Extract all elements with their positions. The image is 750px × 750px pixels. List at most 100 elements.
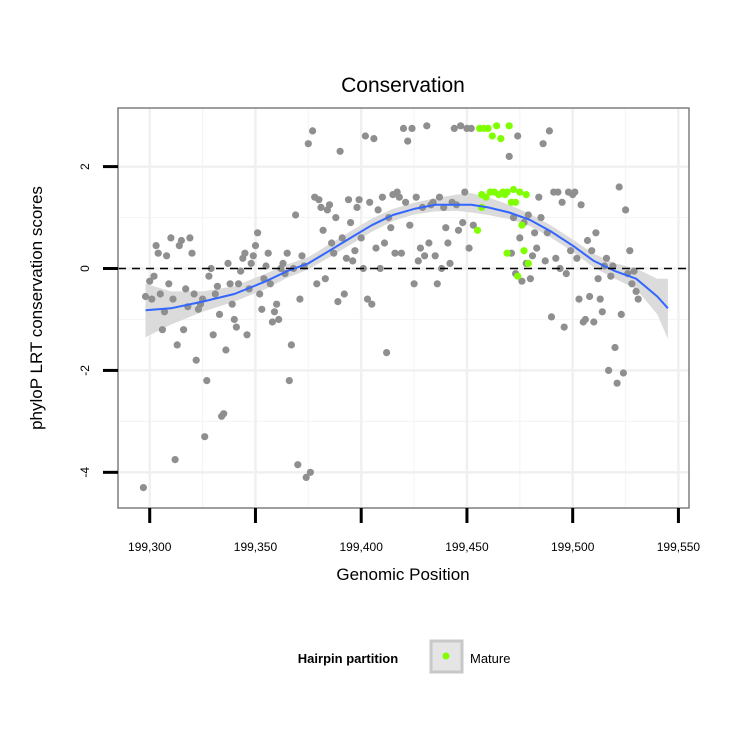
point-s0-54 [256, 290, 264, 298]
point-s0-168 [531, 229, 539, 237]
point-s0-149 [457, 122, 465, 130]
legend-label-mature: Mature [470, 651, 510, 666]
point-s1-25 [503, 249, 511, 257]
legend-title: Hairpin partition [298, 651, 398, 666]
point-s0-71 [292, 211, 300, 219]
y-tick-label-0: -4 [78, 467, 92, 478]
point-s0-182 [560, 323, 568, 331]
x-tick-label-0: 199,300 [128, 540, 172, 554]
point-s0-202 [602, 254, 611, 262]
point-s0-24 [192, 356, 200, 364]
point-s0-50 [247, 259, 255, 267]
smooth-line [145, 203, 669, 312]
point-s0-53 [254, 229, 262, 237]
gridlines [118, 108, 689, 508]
point-s0-21 [186, 234, 194, 242]
point-s0-113 [380, 239, 389, 247]
point-s0-48 [243, 331, 251, 339]
point-s0-81 [313, 280, 321, 288]
point-s1-23 [522, 191, 530, 199]
point-s0-11 [165, 280, 173, 288]
point-s0-143 [444, 239, 452, 247]
point-s0-72 [294, 461, 302, 469]
point-s0-82 [315, 196, 323, 204]
point-s0-196 [590, 318, 598, 326]
point-s0-197 [592, 229, 600, 237]
point-s0-3 [148, 295, 156, 303]
point-s0-142 [442, 224, 450, 232]
point-s0-133 [423, 122, 431, 130]
point-s0-63 [275, 315, 283, 324]
point-s0-166 [526, 275, 535, 283]
point-s0-33 [211, 290, 219, 298]
point-s0-116 [387, 224, 395, 232]
chart-title: Conservation [341, 74, 465, 97]
point-s0-47 [241, 249, 249, 257]
point-s0-41 [228, 300, 236, 308]
point-s0-28 [201, 433, 209, 441]
point-s0-22 [188, 249, 196, 257]
point-s1-15 [505, 122, 513, 130]
point-s0-94 [340, 290, 348, 298]
point-s0-207 [613, 379, 621, 387]
points-layer [139, 122, 642, 492]
point-s0-169 [533, 244, 541, 252]
point-s0-167 [528, 252, 537, 260]
point-s0-74 [298, 252, 306, 260]
point-s0-209 [617, 310, 625, 318]
point-s0-123 [402, 198, 410, 206]
point-s0-37 [220, 410, 228, 418]
point-s0-12 [167, 234, 175, 242]
point-s0-208 [615, 183, 623, 191]
point-s0-39 [224, 259, 232, 267]
point-s0-178 [552, 254, 560, 262]
point-s0-199 [596, 295, 604, 303]
point-s0-198 [594, 275, 602, 283]
point-s0-79 [309, 127, 317, 135]
point-s0-211 [622, 206, 630, 214]
point-s0-87 [325, 201, 334, 209]
point-s0-214 [628, 280, 636, 288]
point-s0-137 [431, 252, 439, 260]
point-s0-76 [302, 473, 310, 481]
point-s0-112 [378, 193, 386, 201]
point-s1-20 [516, 188, 524, 196]
point-s0-88 [328, 239, 336, 247]
point-s1-24 [524, 259, 532, 267]
point-s0-92 [336, 147, 344, 155]
point-s0-185 [567, 247, 575, 255]
point-s0-8 [158, 326, 166, 334]
point-s0-203 [605, 366, 613, 374]
point-s1-21 [518, 221, 526, 229]
point-s0-120 [395, 193, 403, 201]
point-s0-176 [547, 313, 556, 321]
point-s0-30 [205, 272, 213, 280]
point-s1-5 [484, 124, 492, 132]
point-s1-17 [509, 185, 518, 194]
point-s0-175 [545, 127, 554, 135]
legend: Hairpin partition Mature [298, 639, 510, 674]
point-s0-173 [541, 257, 549, 265]
point-s0-69 [287, 341, 295, 349]
point-s0-150 [459, 219, 467, 227]
point-s0-160 [514, 132, 522, 140]
point-s0-45 [237, 267, 245, 275]
x-tick-label-2: 199,400 [340, 540, 384, 554]
point-s0-215 [630, 267, 638, 275]
point-s0-31 [207, 264, 215, 273]
point-s0-128 [412, 193, 420, 201]
point-s0-5 [152, 242, 160, 250]
point-s0-42 [230, 315, 238, 324]
point-s0-183 [562, 270, 570, 278]
confidence-band [145, 193, 668, 339]
point-s1-9 [493, 122, 501, 130]
point-s0-118 [391, 249, 399, 257]
y-axis-title: phyloP LRT conservation scores [27, 186, 46, 430]
point-s0-61 [270, 308, 279, 316]
point-s0-171 [537, 214, 545, 222]
point-s0-204 [607, 272, 615, 280]
point-s0-15 [173, 341, 181, 349]
confidence-band-layer [145, 193, 668, 339]
point-s0-0 [139, 484, 147, 492]
point-s0-161 [516, 234, 524, 242]
